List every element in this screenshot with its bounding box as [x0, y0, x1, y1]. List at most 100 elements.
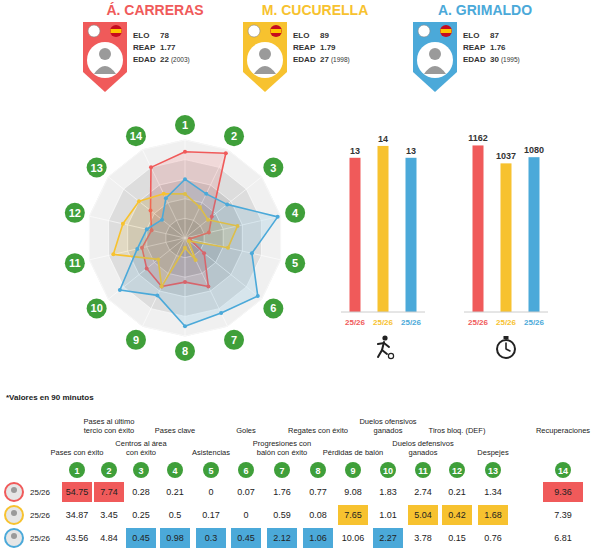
- column-header: Duelos ofensivosganados: [359, 417, 416, 435]
- data-label: 1080: [524, 145, 544, 155]
- stat-label: ELO: [463, 31, 479, 40]
- note: *Valores en 90 minutos: [6, 393, 94, 402]
- data-label: 13: [406, 146, 416, 156]
- bar: [529, 157, 540, 312]
- column-number: 11: [418, 466, 428, 476]
- stat-extra: (2003): [171, 56, 190, 64]
- column-header: Pases al últimotercio con éxito: [84, 417, 135, 435]
- axis-label: 10: [91, 302, 103, 314]
- column-badge: [274, 462, 290, 478]
- axis-badge: [87, 158, 107, 178]
- category-label: 25/26: [496, 318, 517, 327]
- icon-hands: [506, 343, 510, 351]
- radar-ring: [89, 140, 280, 336]
- cell-value: 1.68: [484, 510, 502, 520]
- axis-badge: [263, 298, 283, 318]
- radar-frame: [89, 140, 280, 336]
- radar-point: [183, 177, 187, 181]
- cell-value: 1.06: [309, 533, 327, 543]
- column-badge: [203, 462, 219, 478]
- column-header: Goles: [236, 426, 256, 435]
- row-avatar-head: [11, 487, 17, 493]
- radar-point: [204, 192, 208, 196]
- column-badge: [69, 462, 85, 478]
- column-header: Pases clave: [155, 426, 195, 435]
- photo: [87, 42, 123, 78]
- axis-badge: [224, 126, 244, 146]
- cell-value: 7.39: [554, 510, 572, 520]
- bar: [473, 145, 484, 312]
- row-season: 25/26: [30, 534, 51, 543]
- cell-highlight: [303, 528, 333, 548]
- axis-badge: [224, 330, 244, 350]
- header-line: Duelos ofensivos: [359, 417, 416, 426]
- stat-number: 78: [160, 31, 169, 40]
- category-label: 25/26: [524, 318, 545, 327]
- cell-value: 0.21: [166, 487, 184, 497]
- cell-highlight: [408, 505, 438, 525]
- photo-head: [99, 48, 111, 60]
- club-crest: [248, 25, 260, 37]
- axis-badge: [175, 115, 195, 135]
- axis-label: 6: [270, 302, 276, 314]
- column-header: Centros al áreacon éxito: [115, 439, 167, 457]
- cell-value: 1.01: [379, 510, 397, 520]
- stat-label: REAP: [133, 43, 156, 52]
- flag-stripe: [441, 29, 452, 33]
- bar: [406, 158, 417, 312]
- photo-head: [259, 48, 271, 60]
- radar-point: [149, 165, 153, 169]
- axis-badge: [126, 330, 146, 350]
- column-header: Recuperaciones: [536, 426, 590, 435]
- cell-value: 2.12: [273, 533, 291, 543]
- cell-highlight: [94, 482, 124, 502]
- column-number: 14: [558, 466, 568, 476]
- header-line: Tiros bloq. (DEF): [429, 426, 486, 435]
- header-line: con éxito: [126, 448, 156, 457]
- cell-value: 5.04: [414, 510, 432, 520]
- icon-watch: [497, 340, 515, 358]
- stat-number: 89: [320, 31, 329, 40]
- table: *Valores en 90 minutosPases con éxito1Pa…: [5, 393, 590, 548]
- axis-label: 8: [182, 345, 188, 357]
- radar-point: [183, 150, 187, 154]
- axis-label: 4: [292, 207, 299, 219]
- flag-stripe: [111, 29, 122, 33]
- axis-label: 2: [231, 130, 237, 142]
- cell-highlight: [478, 505, 508, 525]
- cell-value: 0.21: [448, 487, 466, 497]
- axis-badge: [175, 341, 195, 361]
- axis-badge: [87, 298, 107, 318]
- cell-value: 2.27: [379, 533, 397, 543]
- column-number: 5: [208, 466, 213, 476]
- stat-value: 27(1998): [320, 55, 350, 64]
- icon-arms: [378, 343, 389, 347]
- axis-label: 9: [133, 334, 139, 346]
- radar-series: [111, 150, 279, 328]
- column-number: 9: [350, 466, 355, 476]
- stat-number: 1.79: [320, 43, 336, 52]
- header-line: Pérdidas de balón: [323, 448, 383, 457]
- stat-number: 30: [490, 55, 499, 64]
- bars: [473, 145, 540, 312]
- cell-highlight: [543, 482, 583, 502]
- column-header: Regates con éxito: [288, 426, 348, 435]
- radar-point: [135, 247, 139, 251]
- column-number: 6: [243, 466, 248, 476]
- axis-label: 13: [91, 162, 103, 174]
- header-line: Pases al último: [84, 417, 135, 426]
- column-badge: [310, 462, 326, 478]
- stat-value: 87: [490, 31, 499, 40]
- stat-number: 22: [160, 55, 169, 64]
- photo: [417, 42, 453, 78]
- cell-value: 0.98: [166, 533, 184, 543]
- baseline: [341, 312, 425, 313]
- photo-head: [429, 48, 441, 60]
- stat-value: 30(1995): [490, 55, 520, 64]
- bar: [350, 158, 361, 312]
- header-line: Pases con éxito: [51, 448, 104, 457]
- column-header: Pases con éxito: [51, 448, 104, 457]
- radar-point: [111, 252, 115, 256]
- cell-value: 0: [208, 487, 213, 497]
- radar-point: [224, 151, 228, 155]
